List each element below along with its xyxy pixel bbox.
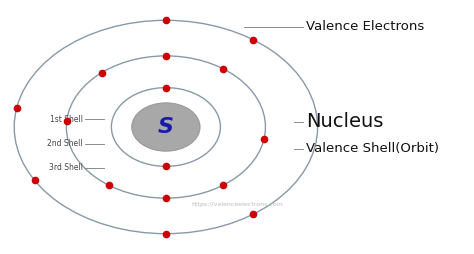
Text: https://valenceelectrons.com: https://valenceelectrons.com xyxy=(191,202,283,207)
Text: Valence Electrons: Valence Electrons xyxy=(306,20,424,33)
Ellipse shape xyxy=(132,103,200,151)
Text: 3rd Shell: 3rd Shell xyxy=(49,163,83,172)
Text: 2nd Shell: 2nd Shell xyxy=(47,139,83,148)
Text: S: S xyxy=(158,117,174,137)
Text: Valence Shell(Orbit): Valence Shell(Orbit) xyxy=(306,142,439,155)
Text: 1st Shell: 1st Shell xyxy=(50,115,83,124)
Text: Nucleus: Nucleus xyxy=(306,113,383,131)
